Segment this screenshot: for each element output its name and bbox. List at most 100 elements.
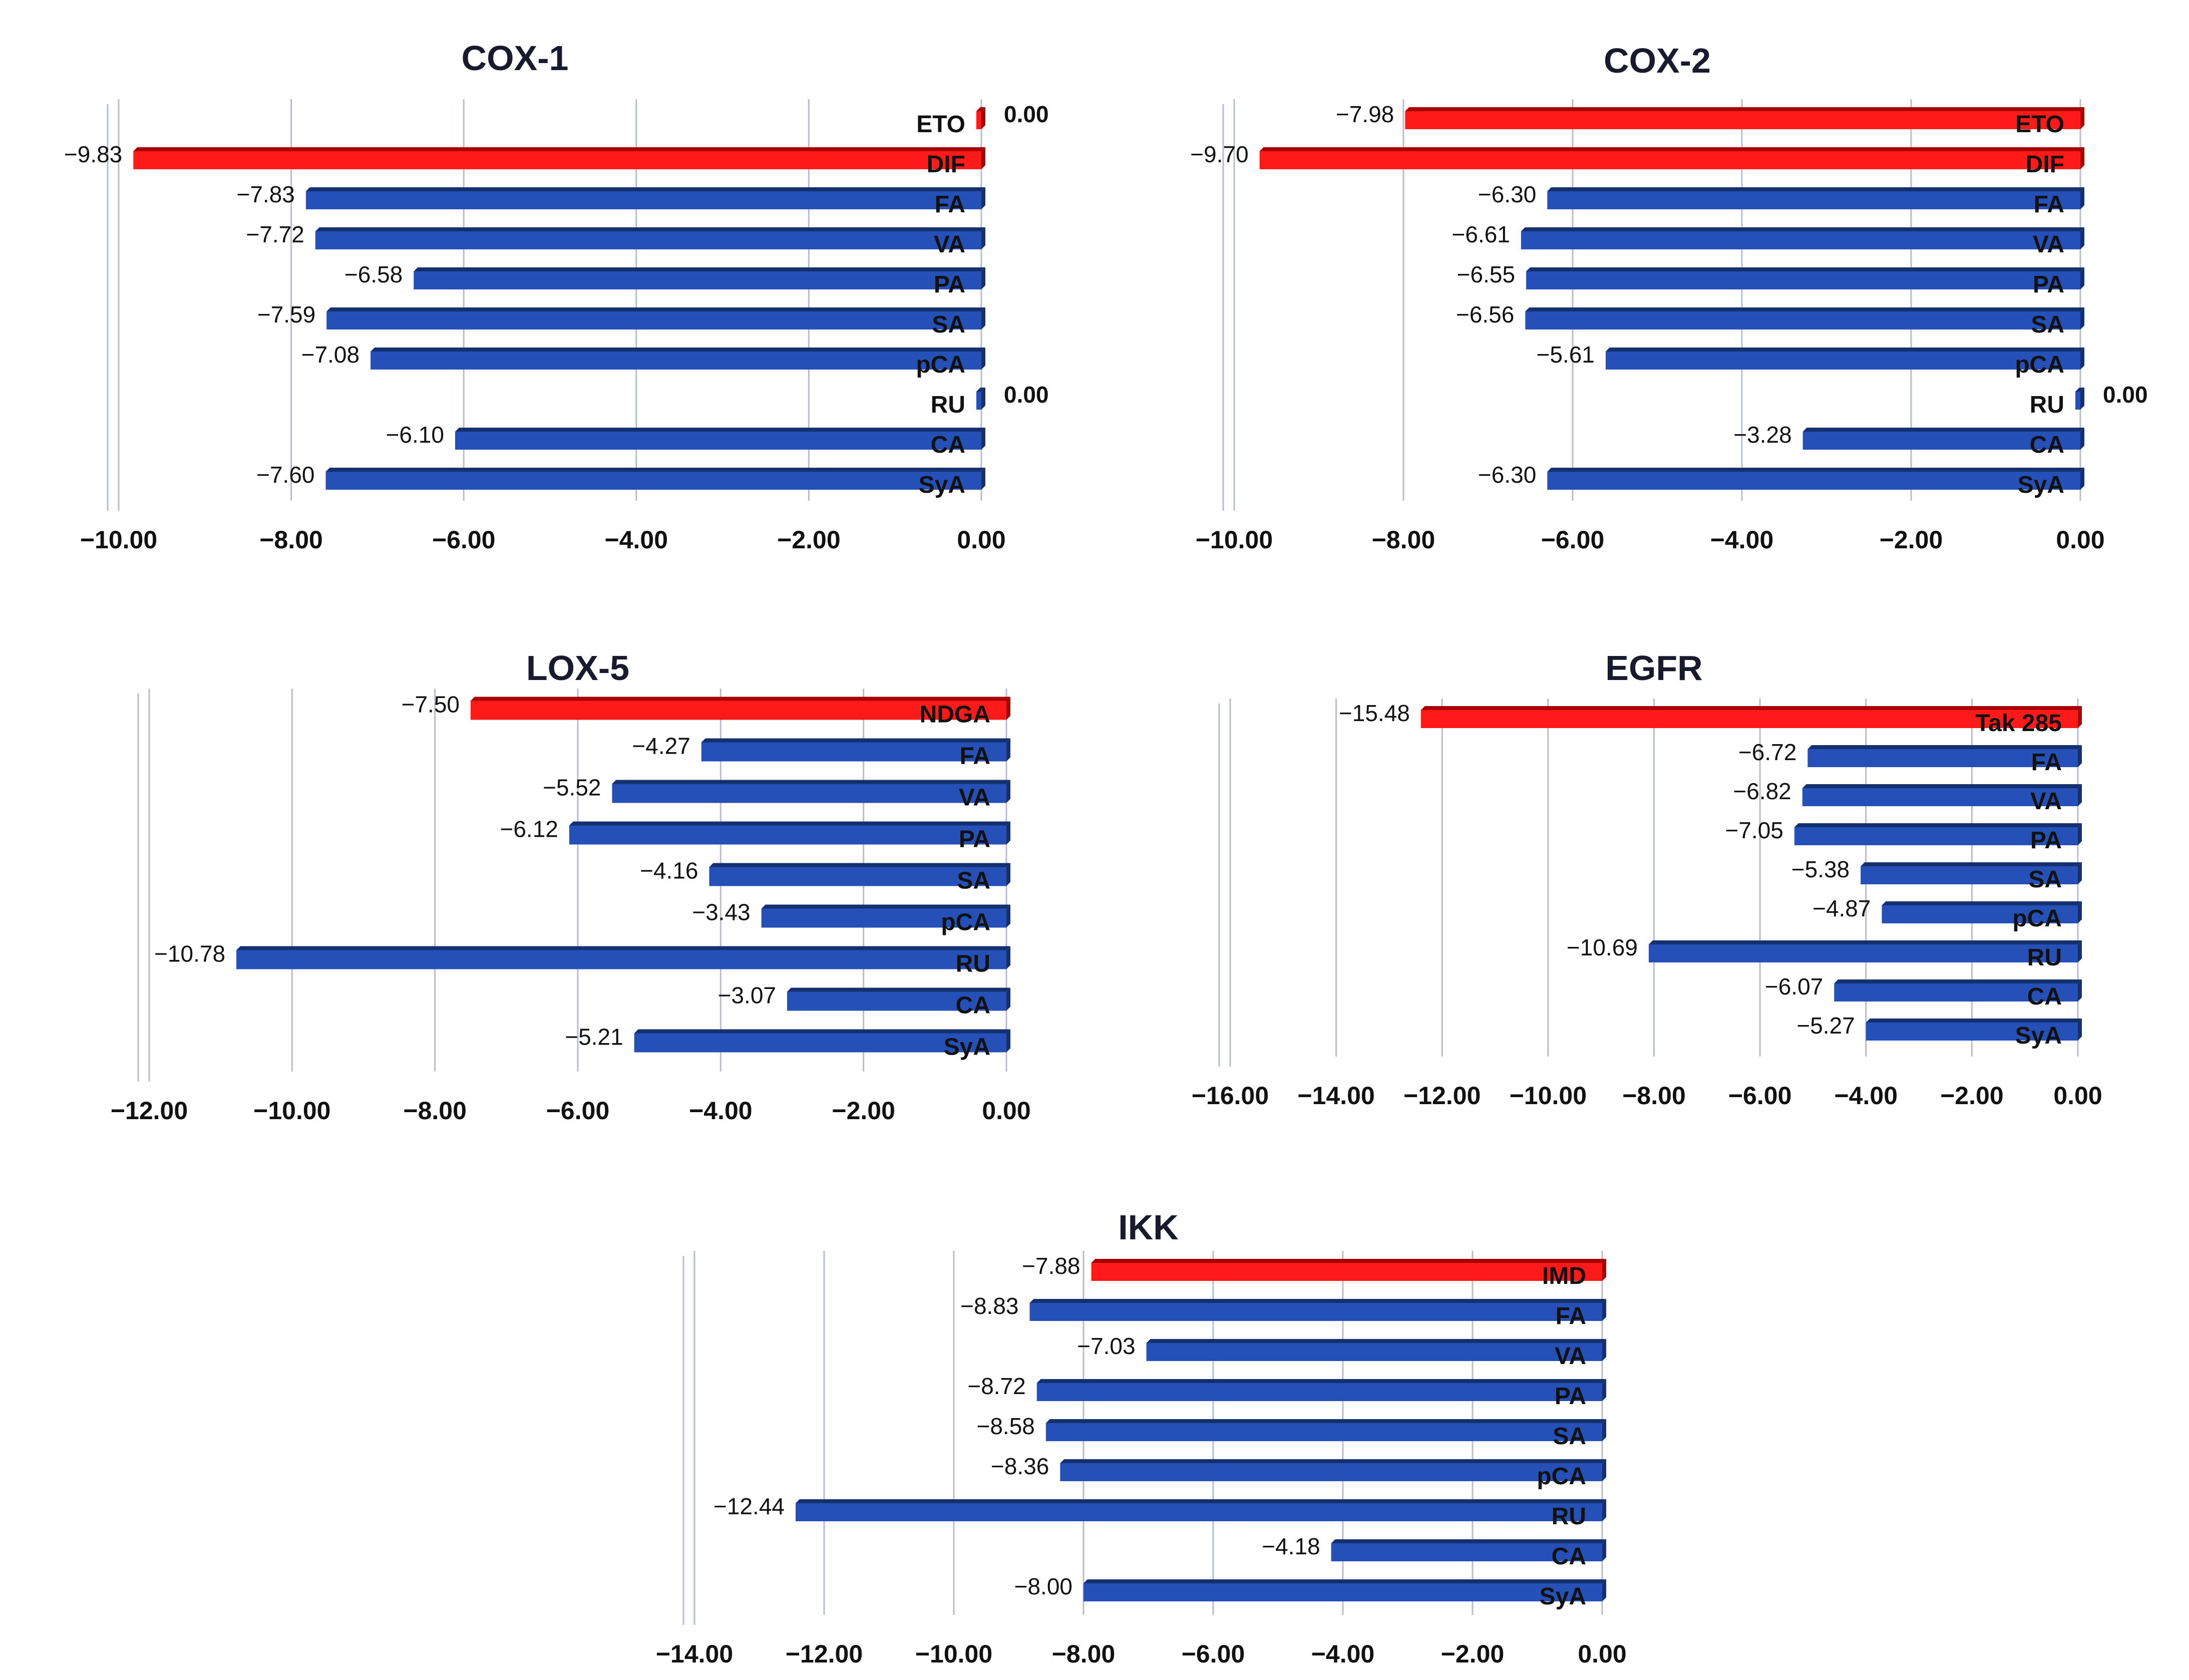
bar-top-face: [569, 821, 1010, 826]
bar-top-face: [2075, 388, 2084, 392]
bar-end-face: [2080, 428, 2084, 450]
bar-end-face: [2080, 307, 2084, 329]
bar-end-face: [2078, 745, 2082, 767]
bar-pca: [1605, 348, 2084, 370]
bar-front-face: [1648, 944, 2078, 962]
bar-fa: [1807, 745, 2082, 767]
bar-front-face: [1605, 352, 2080, 370]
x-tick-label: −10.00: [80, 526, 157, 554]
bar-top-face: [315, 227, 985, 231]
bar-end-face: [2078, 706, 2082, 728]
category-label: VA: [2030, 788, 2062, 815]
x-tick-label: −6.00: [1728, 1082, 1792, 1110]
bar-top-face: [1861, 862, 2082, 866]
bar-va: [315, 227, 985, 249]
bar-top-face: [1807, 745, 2082, 749]
bar-front-face: [1060, 1463, 1602, 1481]
bar-end-face: [1602, 1259, 1606, 1281]
bar-pca: [1882, 901, 2082, 923]
bar-top-face: [976, 107, 985, 111]
bar-end-face: [1006, 821, 1010, 845]
bar-front-face: [1405, 111, 2080, 129]
bar-end-face: [1006, 738, 1010, 762]
bar-front-face: [976, 111, 981, 129]
category-label: DIF: [927, 151, 965, 178]
category-label: pCA: [2012, 905, 2062, 932]
bar-front-face: [471, 701, 1006, 720]
bar-ru: [796, 1499, 1606, 1521]
category-label: SyA: [1540, 1583, 1586, 1610]
bar-top-face: [1802, 428, 2084, 432]
x-tick-label: −2.00: [1880, 526, 1943, 554]
data-label: −12.44: [713, 1493, 785, 1519]
data-label: −9.83: [64, 141, 122, 167]
bar-end-face: [1006, 780, 1010, 803]
chart-lox5: LOX-5 −12.00 −10.00 −8.00 −6.00 −4.00 −2.00 0.0…: [111, 648, 1031, 1125]
bar-end-face: [2078, 784, 2082, 806]
bar-front-face: [133, 151, 981, 169]
bar-end-face: [1602, 1459, 1606, 1481]
bar-end-face: [1602, 1379, 1606, 1401]
bar-front-face: [1834, 983, 2078, 1001]
data-label: −5.27: [1796, 1013, 1855, 1039]
data-label: −6.07: [1765, 973, 1823, 999]
x-tick-label: 0.00: [2056, 526, 2104, 554]
category-label: RU: [2030, 392, 2064, 418]
bar-front-face: [305, 191, 981, 209]
bar-front-face: [1802, 788, 2078, 806]
bar-sya: [325, 468, 985, 490]
bar-end-face: [2080, 348, 2084, 370]
bar-end-face: [1602, 1539, 1606, 1561]
category-label: NDGA: [920, 702, 990, 728]
bar-top-face: [976, 388, 985, 392]
bar-front-face: [976, 392, 981, 410]
bar-fa: [305, 187, 985, 209]
bar-top-face: [1331, 1539, 1606, 1543]
bar-end-face: [981, 267, 985, 289]
bar-pa: [1794, 823, 2082, 845]
bar-pca: [371, 348, 986, 370]
bar-front-face: [761, 908, 1006, 928]
bar-dif: [1259, 147, 2084, 169]
bar-front-face: [1861, 866, 2078, 884]
data-label: −7.72: [246, 221, 304, 247]
bar-front-face: [414, 271, 981, 289]
bar-end-face: [2078, 1019, 2082, 1041]
x-tick-label: 0.00: [982, 1097, 1030, 1125]
data-label: −4.18: [1262, 1533, 1320, 1559]
bar-top-face: [1259, 147, 2084, 151]
bar-top-face: [455, 428, 985, 432]
x-tick-label: −14.00: [656, 1640, 733, 1668]
data-label: −9.70: [1190, 141, 1248, 167]
bar-top-face: [133, 147, 985, 151]
bar-end-face: [1602, 1499, 1606, 1521]
bar-front-face: [1526, 271, 2080, 289]
bar-va: [1802, 784, 2082, 806]
category-label: SyA: [919, 472, 965, 498]
bar-end-face: [2078, 940, 2082, 962]
bar-front-face: [1091, 1263, 1602, 1281]
data-label: −6.30: [1478, 181, 1536, 207]
x-tick-label: −8.00: [259, 526, 323, 554]
data-label: −6.55: [1457, 261, 1515, 287]
data-label: −8.58: [976, 1413, 1034, 1439]
x-tick-label: −8.00: [1372, 526, 1435, 554]
bar-top-face: [1060, 1459, 1606, 1463]
bar-front-face: [1029, 1303, 1602, 1321]
bar-end-face: [1006, 863, 1010, 886]
bar-front-face: [634, 1033, 1006, 1053]
data-label: −7.60: [256, 462, 314, 488]
bar-ca: [455, 428, 985, 450]
bar-top-face: [1526, 267, 2084, 271]
bar-end-face: [2078, 901, 2082, 923]
category-label: IMD: [1542, 1263, 1586, 1289]
bar-fa: [1547, 187, 2084, 209]
data-label: −10.69: [1567, 934, 1638, 960]
bar-end-face: [2080, 267, 2084, 289]
bar-top-face: [612, 780, 1010, 784]
chart-title: COX-2: [1604, 41, 1711, 80]
x-tick-label: −4.00: [1710, 526, 1774, 554]
x-tick-label: −8.00: [403, 1097, 467, 1125]
bar-end-face: [2078, 979, 2082, 1001]
bar-front-face: [1259, 151, 2080, 169]
